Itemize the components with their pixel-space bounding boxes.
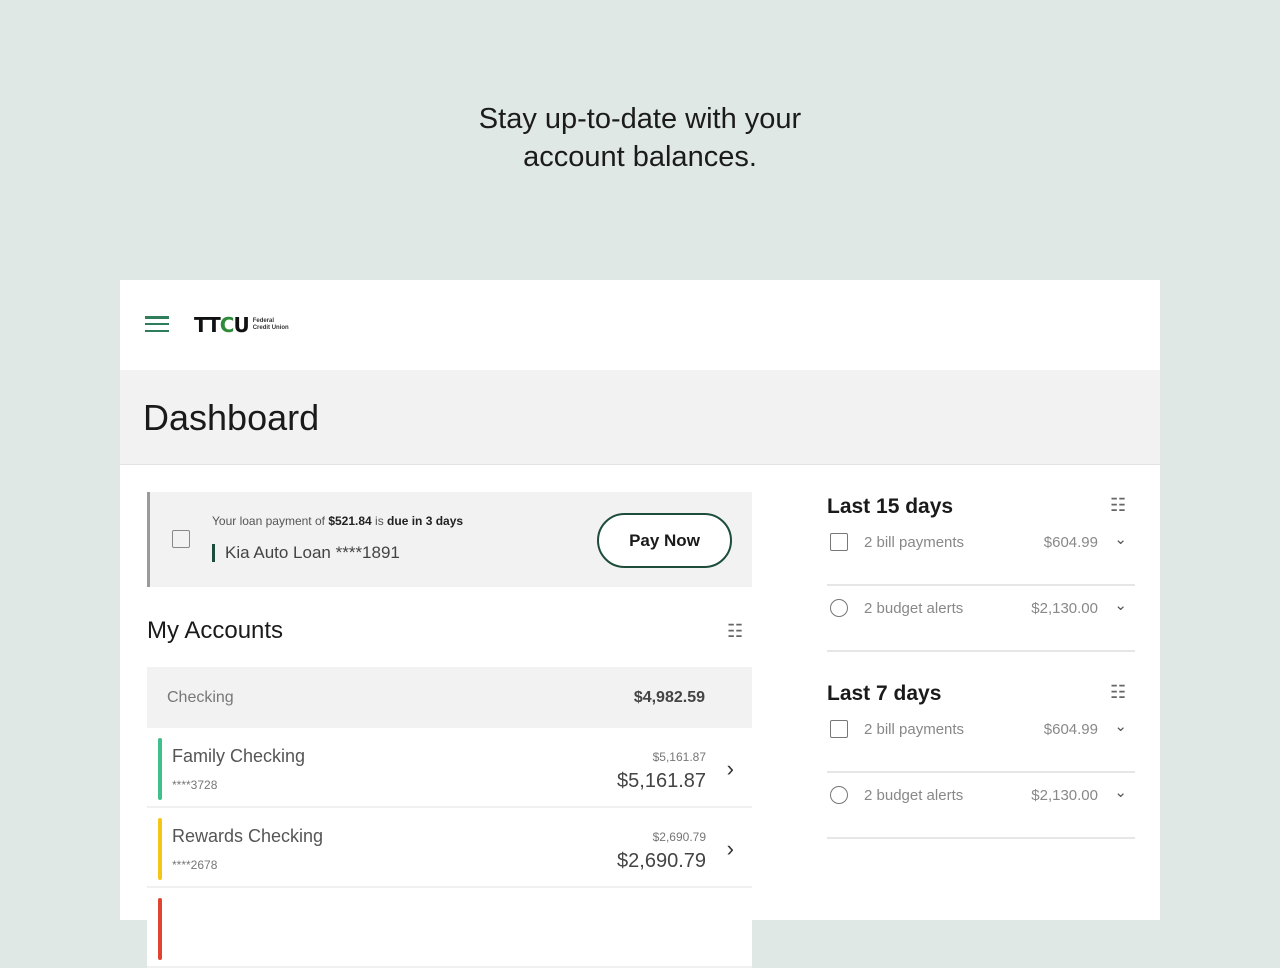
loan-notice: Your loan payment of $521.84 is due in 3… (147, 492, 752, 587)
account-name: Family Checking (172, 746, 306, 766)
account-row[interactable] (147, 890, 752, 968)
filter-icon[interactable]: ☷ (727, 621, 744, 641)
summary-title: Last 15 days (827, 495, 954, 518)
logo[interactable]: TTCU Federal Credit Union (194, 313, 289, 337)
loan-account: Kia Auto Loan ****1891 (212, 544, 400, 562)
summary-row[interactable]: 2 budget alerts $2,130.00 ⌄ (827, 773, 1135, 839)
budget-icon (830, 786, 848, 804)
chevron-right-icon: › (726, 836, 734, 861)
calendar-icon (172, 530, 190, 548)
account-color-bar (158, 818, 162, 880)
summary-label: 2 budget alerts (864, 787, 964, 804)
bill-icon (830, 720, 848, 738)
headline-line: Stay up-to-date with your (478, 103, 802, 135)
filter-icon[interactable]: ☷ (1110, 682, 1127, 702)
budget-icon (830, 599, 848, 617)
current-balance: $2,690.79 (617, 850, 706, 872)
loan-message: Your loan payment of $521.84 is due in 3… (212, 514, 464, 528)
chevron-down-icon[interactable]: ⌄ (1114, 718, 1127, 735)
app-window: TTCU Federal Credit Union Dashboard Your … (120, 280, 1160, 968)
bill-icon (830, 533, 848, 551)
headline-line: account balances. (523, 141, 757, 173)
logo-subtitle: Federal Credit Union (252, 318, 289, 331)
summary-amount: $604.99 (1043, 721, 1098, 738)
summary-amount: $2,130.00 (1031, 787, 1098, 804)
chevron-down-icon[interactable]: ⌄ (1114, 597, 1127, 614)
summary-title: Last 7 days (827, 682, 942, 705)
available-balance: $2,690.79 (652, 830, 706, 844)
summary-amount: $2,130.00 (1031, 600, 1098, 617)
chevron-down-icon[interactable]: ⌄ (1114, 784, 1127, 801)
account-number: ****2678 (172, 858, 218, 872)
headline: Stay up-to-date with your account balanc… (0, 100, 1280, 176)
current-balance: $5,161.87 (617, 770, 706, 792)
summary-label: 2 budget alerts (864, 600, 964, 617)
summary-row[interactable]: 2 budget alerts $2,130.00 ⌄ (827, 586, 1135, 652)
account-row[interactable]: Family Checking ****3728 $5,161.87 $5,16… (147, 730, 752, 808)
account-name: Rewards Checking (172, 826, 324, 846)
account-row[interactable]: Rewards Checking ****2678 $2,690.79 $2,6… (147, 810, 752, 888)
menu-icon[interactable] (145, 316, 169, 332)
summary-row[interactable]: 2 bill payments $604.99 ⌄ (827, 707, 1135, 773)
summary-amount: $604.99 (1043, 534, 1098, 551)
chevron-right-icon: › (726, 756, 734, 781)
account-group-checking[interactable]: Checking $4,982.59 (147, 667, 752, 728)
account-number: ****3728 (172, 778, 218, 792)
account-color-bar (158, 738, 162, 800)
page-header: Dashboard (120, 370, 1160, 465)
logo-mark: TTCU (194, 313, 250, 337)
group-total: $4,982.59 (633, 689, 705, 706)
top-bar: TTCU Federal Credit Union (120, 280, 1160, 370)
chevron-down-icon[interactable]: ⌄ (1114, 531, 1127, 548)
summary-label: 2 bill payments (864, 721, 965, 738)
account-color-bar (158, 898, 162, 960)
my-accounts-title: My Accounts (147, 617, 284, 644)
group-name: Checking (167, 689, 234, 706)
summary-label: 2 bill payments (864, 534, 965, 551)
page-title: Dashboard (143, 397, 320, 438)
summary-row[interactable]: 2 bill payments $604.99 ⌄ (827, 520, 1135, 586)
pay-now-button[interactable]: Pay Now (597, 513, 732, 568)
available-balance: $5,161.87 (652, 750, 706, 764)
filter-icon[interactable]: ☷ (1110, 495, 1127, 515)
